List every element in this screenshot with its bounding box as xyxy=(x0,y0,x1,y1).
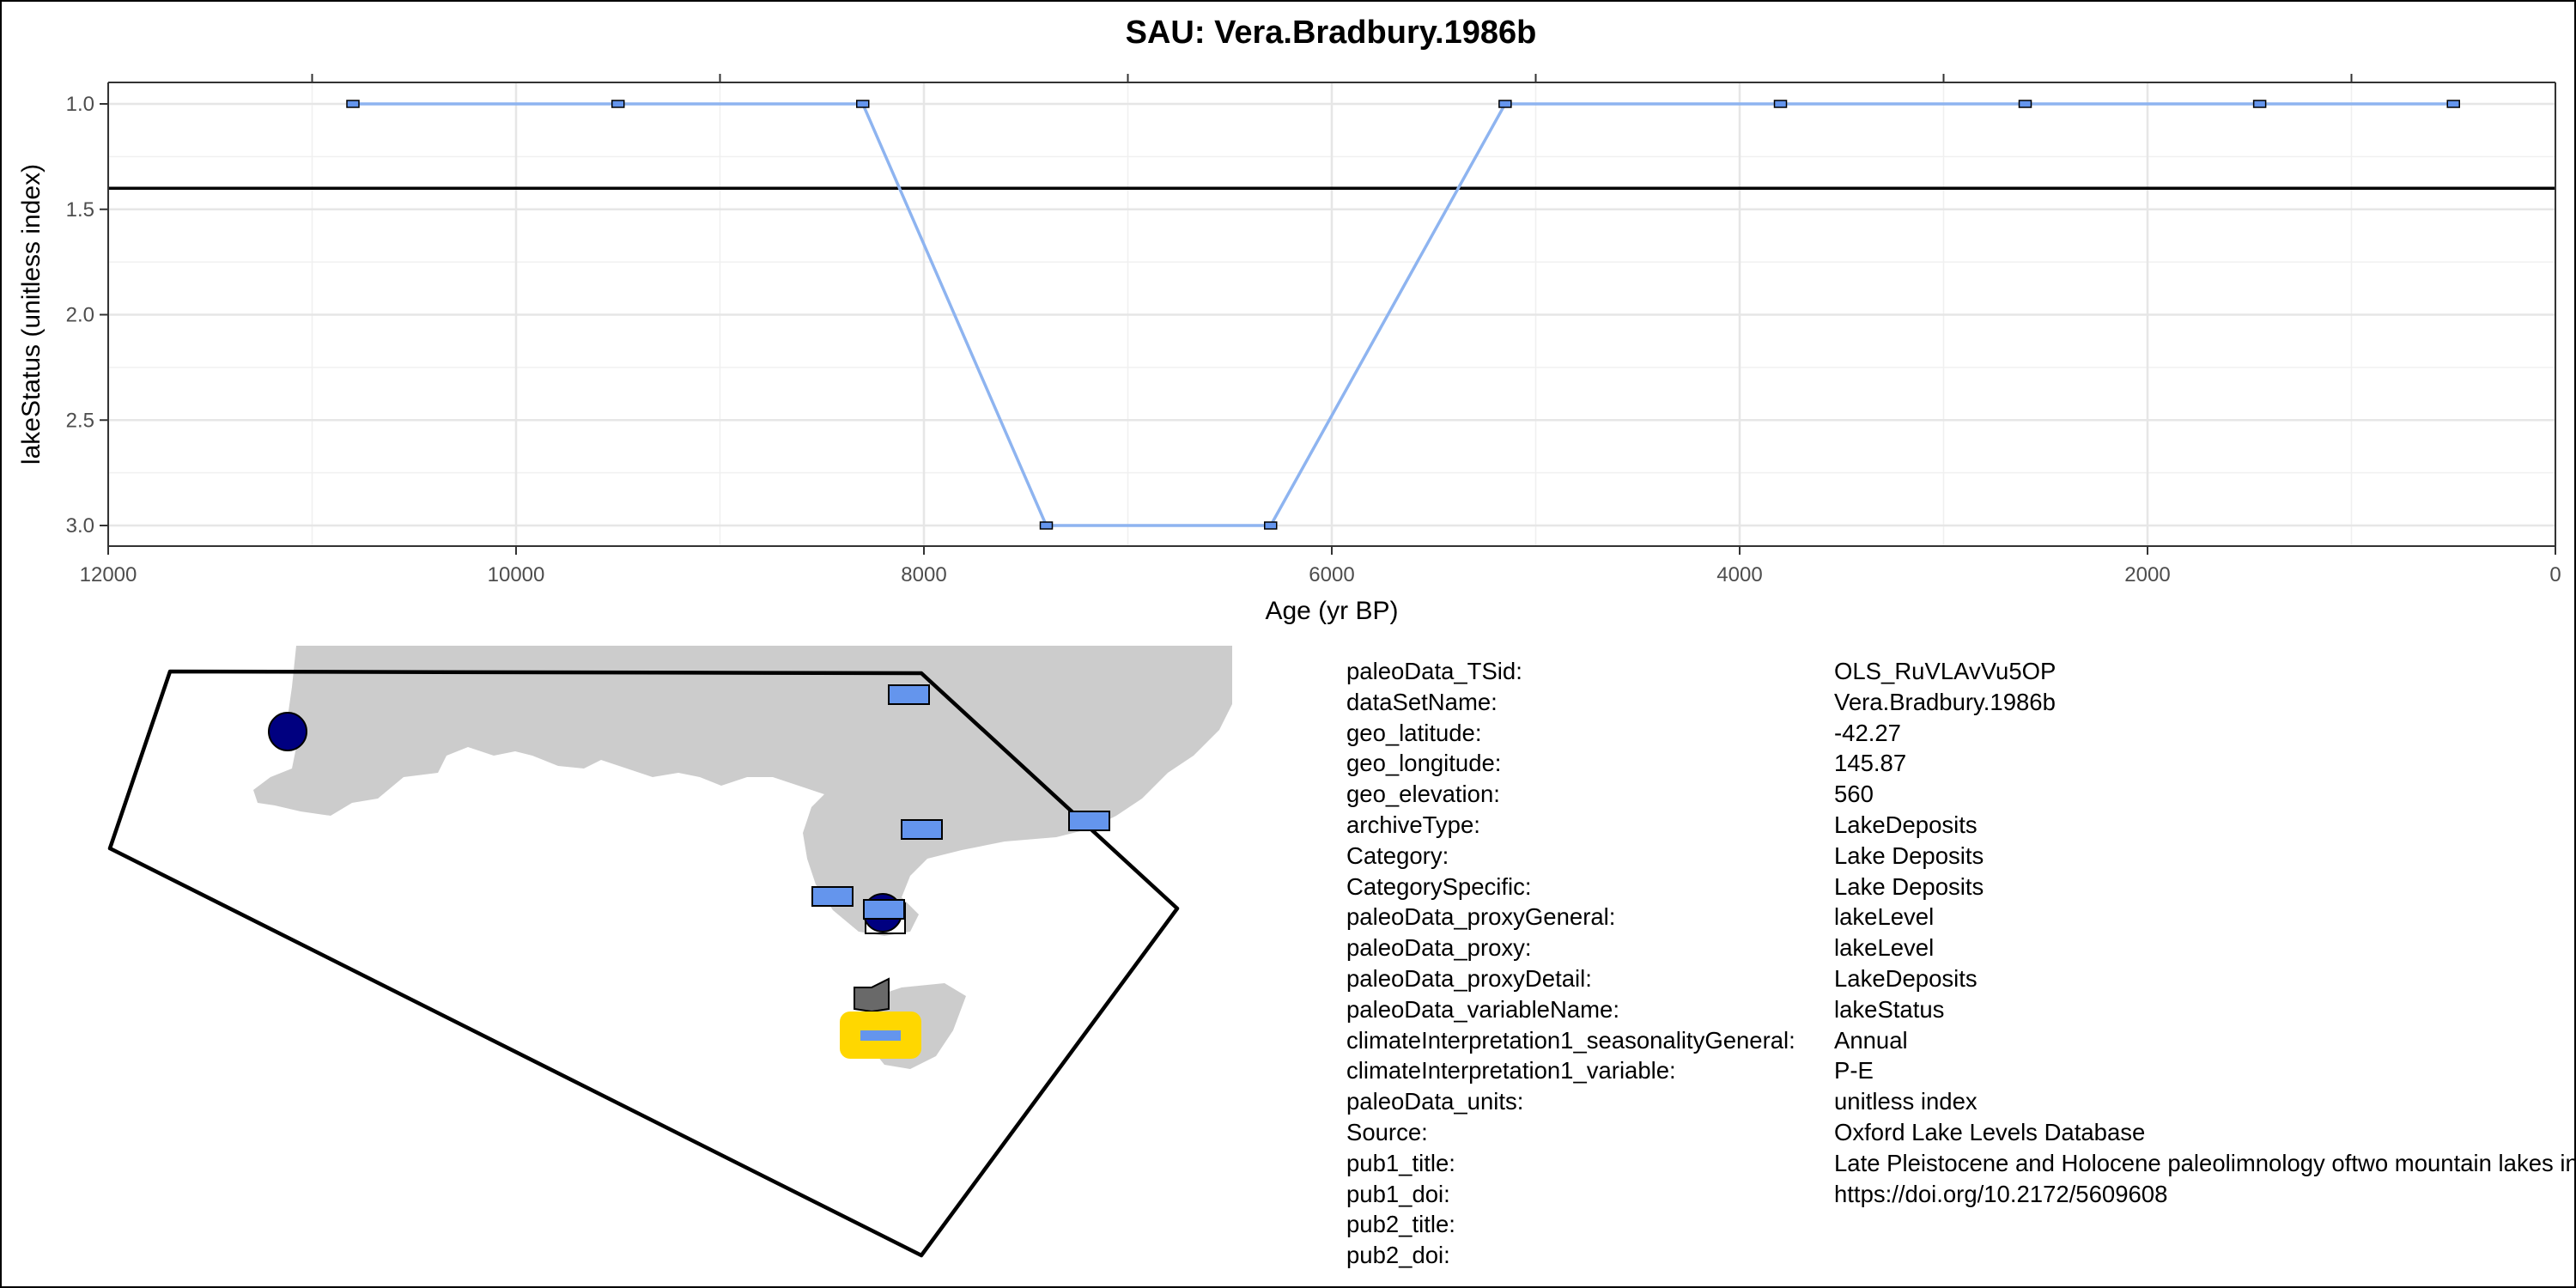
metadata-value: lakeStatus xyxy=(1834,995,1945,1023)
metadata-value: P-E xyxy=(1834,1057,1874,1084)
data-point xyxy=(1498,100,1512,108)
metadata-key: CategorySpecific: xyxy=(1346,872,1532,900)
site-marker-rectangle xyxy=(888,684,930,705)
y-tick-label: 1.0 xyxy=(66,93,94,116)
site-marker-rectangle xyxy=(901,819,943,840)
metadata-value: Late Pleistocene and Holocene paleolimno… xyxy=(1834,1149,2574,1176)
metadata-value: LakeDeposits xyxy=(1834,811,1978,838)
y-axis-label: lakeStatus (unitless index) xyxy=(17,164,46,465)
x-tick-label: 0 xyxy=(2549,563,2561,586)
y-tick-label: 1.5 xyxy=(66,198,94,222)
metadata-key: paleoData_TSid: xyxy=(1346,658,1522,684)
metadata-key: climateInterpretation1_seasonalityGenera… xyxy=(1346,1026,1795,1054)
major-gridlines xyxy=(106,82,2557,546)
site-marker-highlighted xyxy=(860,1030,901,1041)
metadata-value: Vera.Bradbury.1986b xyxy=(1834,688,2056,715)
metadata-key: pub2_title: xyxy=(1346,1211,1455,1238)
x-tick-label: 6000 xyxy=(1309,563,1354,586)
site-marker-pentagon xyxy=(854,977,890,1013)
data-point xyxy=(856,100,870,108)
land-mass xyxy=(253,646,1232,936)
y-tick-label: 2.0 xyxy=(66,304,94,327)
metadata-key: paleoData_proxyDetail: xyxy=(1346,965,1592,992)
metadata-key: paleoData_proxy: xyxy=(1346,934,1532,962)
metadata-value: Oxford Lake Levels Database xyxy=(1834,1119,2146,1145)
metadata-value: Lake Deposits xyxy=(1834,841,1984,869)
metadata-key: Category: xyxy=(1346,841,1449,869)
site-marker-rectangle xyxy=(863,899,905,920)
y-tick-label: 2.5 xyxy=(66,409,94,432)
data-point xyxy=(2018,100,2032,108)
data-point xyxy=(1039,521,1054,530)
metadata-value: 145.87 xyxy=(1834,750,1907,777)
metadata-key: paleoData_variableName: xyxy=(1346,995,1619,1023)
x-tick-label: 12000 xyxy=(80,563,137,586)
region-boundary xyxy=(107,669,1180,1258)
metadata-key: archiveType: xyxy=(1346,811,1480,838)
metadata-value: https://doi.org/10.2172/5609608 xyxy=(1834,1180,2168,1207)
metadata-key: pub2_doi: xyxy=(1346,1242,1450,1269)
metadata-key: dataSetName: xyxy=(1346,688,1498,715)
metadata-key: pub1_doi: xyxy=(1346,1180,1450,1207)
metadata-key: pub1_title: xyxy=(1346,1149,1455,1176)
metadata-key: paleoData_units: xyxy=(1346,1088,1524,1115)
x-tick-label: 8000 xyxy=(901,563,946,586)
metadata-value: OLS_RuVLAvVu5OP xyxy=(1834,658,2057,684)
site-map xyxy=(107,646,1232,1258)
y-tick-label: 3.0 xyxy=(66,514,94,538)
x-tick-label: 4000 xyxy=(1716,563,1762,586)
chart-title: SAU: Vera.Bradbury.1986b xyxy=(1126,15,1537,51)
series-markers xyxy=(346,100,2460,530)
metadata-value: Annual xyxy=(1834,1026,1908,1054)
x-axis-ticks: 12000 10000 8000 6000 4000 2000 0 xyxy=(80,74,2561,586)
metadata-table: paleoData_TSid: OLS_RuVLAvVu5OP dataSetNam… xyxy=(1346,658,2574,1285)
metadata-value: -42.27 xyxy=(1834,719,1901,746)
metadata-value: 560 xyxy=(1834,781,1874,808)
site-marker-rectangle xyxy=(811,886,854,907)
metadata-value: lakeLevel xyxy=(1834,903,1935,931)
metadata-value: lakeLevel xyxy=(1834,934,1935,962)
site-marker-circle xyxy=(268,712,307,751)
metadata-key: geo_latitude: xyxy=(1346,719,1482,746)
metadata-value: Lake Deposits xyxy=(1834,872,1984,900)
data-point xyxy=(346,100,360,108)
metadata-key: geo_elevation: xyxy=(1346,781,1500,808)
data-point xyxy=(2446,100,2460,108)
metadata-value: unitless index xyxy=(1834,1088,1978,1115)
site-marker-rectangle xyxy=(1068,811,1110,831)
data-point xyxy=(1264,521,1278,530)
y-axis-ticks: 1.0 1.5 2.0 2.5 3.0 xyxy=(66,93,108,538)
metadata-key: geo_longitude: xyxy=(1346,750,1502,777)
metadata-key: paleoData_proxyGeneral: xyxy=(1346,903,1616,931)
series-line xyxy=(353,102,2454,527)
metadata-key: Source: xyxy=(1346,1119,1428,1145)
x-axis-label: Age (yr BP) xyxy=(1265,597,1398,625)
x-tick-label: 2000 xyxy=(2124,563,2170,586)
metadata-value: LakeDeposits xyxy=(1834,965,1978,992)
x-tick-label: 10000 xyxy=(488,563,545,586)
metadata-key: climateInterpretation1_variable: xyxy=(1346,1057,1676,1084)
plot-panel: 12000 10000 8000 6000 4000 2000 0 1.0 1.5 2.0 2.5… xyxy=(66,74,2561,586)
data-point xyxy=(611,100,625,108)
data-point xyxy=(1773,100,1788,108)
data-point xyxy=(2252,100,2267,108)
